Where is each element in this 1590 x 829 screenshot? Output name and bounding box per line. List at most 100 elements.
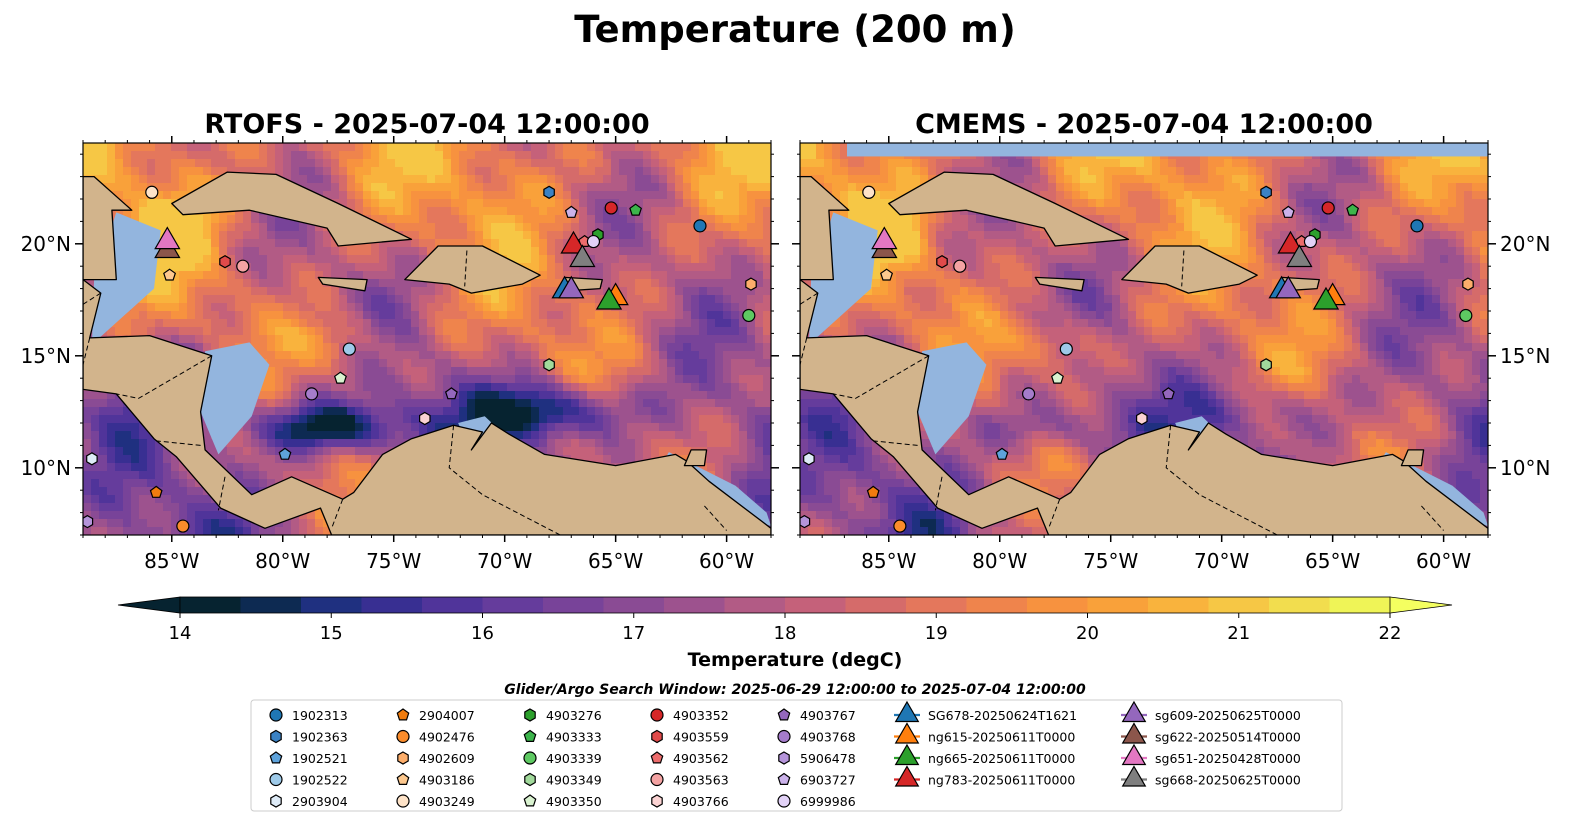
legend-marker bbox=[269, 708, 283, 722]
argo-float-6903727 bbox=[564, 205, 578, 218]
legend-label: 4903767 bbox=[800, 708, 856, 723]
legend-marker bbox=[651, 794, 663, 808]
glider-sg651-20250428T0000 bbox=[871, 226, 898, 250]
colorbar-segment bbox=[543, 597, 605, 613]
glider-ng665-20250611T0000 bbox=[595, 286, 623, 310]
x-tick-label: 60°W bbox=[699, 549, 754, 573]
argo-float-4902476 bbox=[176, 519, 190, 533]
legend-entry: ng783-20250611T0000 bbox=[894, 765, 1075, 788]
legend-marker bbox=[524, 708, 536, 722]
legend-marker bbox=[397, 751, 409, 765]
legend-marker bbox=[894, 765, 920, 787]
argo-float-6999986 bbox=[586, 234, 601, 249]
legend-entry: 6999986 bbox=[777, 794, 856, 809]
colorbar-segment bbox=[906, 597, 968, 613]
legend-entry: 1902313 bbox=[269, 708, 348, 723]
argo-float-2904007 bbox=[149, 485, 163, 498]
legend-frame bbox=[250, 699, 1343, 812]
legend-label: 4902609 bbox=[419, 751, 475, 766]
argo-float-4903563 bbox=[953, 259, 967, 273]
argo-float-6999986 bbox=[1303, 234, 1318, 249]
argo-float-4903559 bbox=[219, 255, 231, 269]
legend-entry: 4903276 bbox=[524, 708, 602, 723]
legend-marker bbox=[1121, 700, 1147, 723]
legend-entry: 4903186 bbox=[396, 773, 475, 788]
colorbar-segment bbox=[1148, 597, 1210, 613]
colorbar-segment bbox=[1329, 597, 1391, 613]
argo-float-4903350 bbox=[1050, 371, 1064, 384]
legend-entry: 4903349 bbox=[524, 773, 602, 788]
colorbar-segment bbox=[845, 597, 907, 613]
legend-label: 4903276 bbox=[546, 708, 602, 723]
argo-float-6903727 bbox=[1281, 205, 1295, 218]
argo-float-4903249 bbox=[862, 185, 876, 199]
colorbar-segment bbox=[482, 597, 544, 613]
legend-label: 1902313 bbox=[292, 708, 348, 723]
x-tick-label: 75°W bbox=[366, 549, 421, 573]
legend-marker bbox=[894, 743, 920, 766]
legend-entry: 4903249 bbox=[396, 794, 475, 809]
legend-entry: SG678-20250624T1621 bbox=[894, 700, 1077, 723]
legend-label: 4903563 bbox=[673, 773, 729, 788]
legend-entry: 4903333 bbox=[523, 730, 602, 745]
colorbar-tick-label: 15 bbox=[320, 623, 343, 644]
glider-sg651-20250428T0000 bbox=[154, 226, 181, 250]
legend-entry: 4903339 bbox=[523, 751, 602, 766]
legend-entry: 2904007 bbox=[396, 708, 475, 723]
legend-label: 2904007 bbox=[419, 708, 475, 723]
y-tick-label: 10°N bbox=[1500, 456, 1550, 480]
colorbar-segment bbox=[1208, 597, 1270, 613]
argo-float-4903339 bbox=[742, 308, 756, 323]
argo-float-2903904 bbox=[803, 452, 815, 466]
colorbar-segment bbox=[724, 597, 786, 613]
glider-sg609-20250625T0000 bbox=[1275, 275, 1302, 299]
argo-float-1902522 bbox=[342, 342, 356, 356]
x-tick-label: 65°W bbox=[588, 549, 643, 573]
colorbar-max-extend bbox=[1389, 596, 1453, 614]
legend-marker bbox=[894, 700, 920, 723]
argo-float-4903767 bbox=[444, 387, 458, 400]
argo-float-4903352 bbox=[1321, 201, 1335, 215]
legend-label: 4903559 bbox=[673, 730, 729, 745]
colorbar-segment bbox=[1269, 597, 1331, 613]
colorbar-min-extend bbox=[117, 596, 181, 614]
legend-marker bbox=[777, 794, 791, 808]
argo-float-1902521 bbox=[278, 447, 292, 460]
argo-float-4902476 bbox=[893, 519, 907, 533]
legend-label: SG678-20250624T1621 bbox=[928, 708, 1077, 723]
colorbar-tick-label: 16 bbox=[471, 623, 494, 644]
legend-marker bbox=[396, 729, 410, 744]
argo-float-4903766 bbox=[419, 411, 431, 426]
legend-marker bbox=[894, 722, 920, 744]
argo-float-4903333 bbox=[629, 203, 643, 216]
legend-entry: 4903563 bbox=[650, 773, 729, 788]
colorbar-label: Temperature (degC) bbox=[688, 649, 903, 671]
legend-marker bbox=[396, 708, 410, 721]
legend-label: 5906478 bbox=[800, 751, 856, 766]
legend-marker bbox=[777, 708, 791, 721]
y-tick-label: 20°N bbox=[1500, 232, 1550, 256]
legend-marker bbox=[269, 772, 283, 787]
glider-ng783-20250611T0000 bbox=[1277, 230, 1304, 254]
legend-label: 6903727 bbox=[800, 773, 856, 788]
argo-float-4903186 bbox=[880, 268, 894, 281]
legend-label: 4903766 bbox=[673, 794, 729, 809]
colorbar-segment bbox=[361, 597, 423, 613]
legend-marker bbox=[1121, 722, 1147, 744]
legend-entry: 1902522 bbox=[269, 772, 348, 788]
legend-label: 4903186 bbox=[419, 773, 475, 788]
glider-sg609-20250625T0000 bbox=[558, 275, 585, 299]
legend-entry: 1902363 bbox=[270, 730, 348, 745]
argo-float-1902521 bbox=[995, 447, 1009, 460]
argo-float-4903766 bbox=[1136, 411, 1148, 426]
legend-label: 1902522 bbox=[292, 773, 348, 788]
colorbar: 14 15 16 17 18 19 20 21 22 bbox=[117, 596, 1453, 644]
panel-title: CMEMS - 2025-07-04 12:00:00 bbox=[915, 109, 1373, 140]
argo-float-4903767 bbox=[1161, 387, 1175, 400]
colorbar-tick-label: 18 bbox=[774, 623, 797, 644]
legend-entry: sg609-20250625T0000 bbox=[1121, 700, 1301, 723]
argo-float-2903904 bbox=[86, 452, 98, 466]
argo-float-4903186 bbox=[163, 268, 177, 281]
x-tick-label: 80°W bbox=[255, 549, 310, 573]
